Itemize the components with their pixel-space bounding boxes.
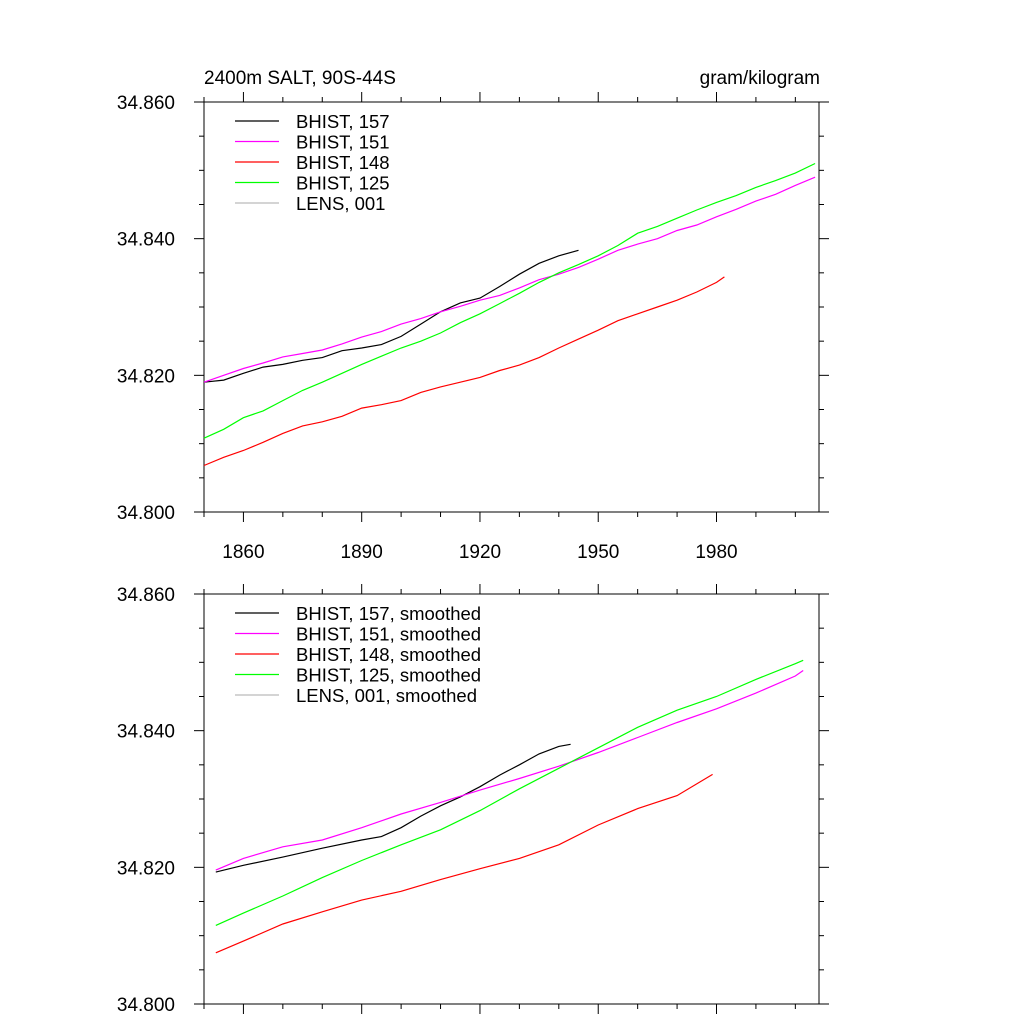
chart-title: 2400m SALT, 90S-44S	[204, 68, 396, 89]
y-tick-label: 34.820	[117, 366, 175, 387]
series-line	[215, 659, 804, 926]
legend-label: LENS, 001	[296, 193, 385, 214]
legend-label: BHIST, 125	[296, 173, 390, 194]
legend-label: LENS, 001, smoothed	[296, 685, 477, 706]
legend-label: BHIST, 125, smoothed	[296, 665, 481, 686]
legend-label: BHIST, 148	[296, 152, 390, 173]
y-tick-label: 34.860	[117, 585, 175, 606]
x-tick-label: 1950	[577, 542, 619, 563]
y-tick-label: 34.860	[117, 93, 175, 114]
legend-label: BHIST, 157, smoothed	[296, 603, 481, 624]
x-tick-label: 1980	[695, 542, 737, 563]
bottom-panel: 34.800 34.820 34.840 34.860 BHIST, 157, smoo…	[117, 584, 829, 1016]
y-tick-label: 34.800	[117, 995, 175, 1016]
legend-label: BHIST, 148, smoothed	[296, 644, 481, 665]
legend-label: BHIST, 151	[296, 132, 390, 153]
series-line	[203, 276, 725, 467]
series-line	[215, 670, 804, 871]
series-line	[215, 743, 571, 873]
legend-label: BHIST, 151, smoothed	[296, 624, 481, 645]
top-panel: 1860 1890 1920 1950 1980 34.800 34.820 34.840 34…	[117, 92, 829, 563]
series-line	[203, 249, 579, 383]
y-tick-label: 34.840	[117, 722, 175, 743]
x-tick-label: 1860	[222, 542, 264, 563]
series-line	[203, 176, 816, 383]
series-line	[203, 162, 816, 439]
units-label: gram/kilogram	[700, 68, 820, 89]
legend-label: BHIST, 157	[296, 111, 390, 132]
x-tick-label: 1920	[459, 542, 501, 563]
y-tick-label: 34.820	[117, 858, 175, 879]
y-tick-label: 34.800	[117, 503, 175, 524]
y-tick-label: 34.840	[117, 230, 175, 251]
x-tick-label: 1890	[341, 542, 383, 563]
series-line	[215, 773, 713, 954]
